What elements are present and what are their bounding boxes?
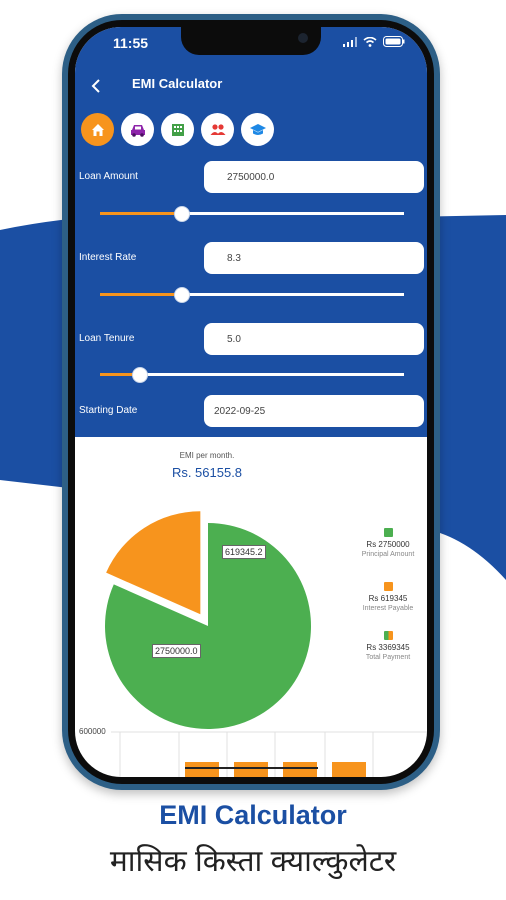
interest-rate-slider-fill — [100, 293, 182, 296]
legend-total-swatch — [383, 631, 393, 640]
camera-icon — [298, 33, 308, 43]
pie-slice-0 — [105, 523, 311, 729]
phone-screen: 11:55 EMI Calculator — [75, 27, 427, 777]
legend-total-value: Rs 3369345 — [366, 643, 410, 652]
battery-icon — [383, 36, 405, 47]
bar-chart-y-tick: 600000 — [79, 727, 106, 736]
legend-principal-swatch — [383, 528, 393, 537]
pie-label-principal: 2750000.0 — [152, 644, 201, 658]
category-education[interactable] — [241, 113, 274, 146]
education-icon — [249, 123, 266, 135]
emi-label: EMI per month. — [179, 451, 235, 460]
legend-total-desc: Total Payment — [365, 654, 411, 661]
category-car[interactable] — [121, 113, 154, 146]
loan-amount-slider-fill — [100, 212, 182, 215]
loan-amount-slider-track[interactable] — [100, 212, 404, 215]
status-time: 11:55 — [113, 35, 149, 51]
loan-tenure-input[interactable]: 5.0 — [204, 323, 424, 355]
page-title: EMI Calculator — [132, 76, 223, 91]
legend-total: Rs 3369345 Total Payment — [358, 631, 418, 661]
loan-amount-slider-thumb[interactable] — [174, 206, 190, 222]
wifi-icon — [363, 36, 377, 47]
loan-tenure-slider-thumb[interactable] — [132, 367, 148, 383]
promo-title: EMI Calculator — [159, 800, 347, 830]
pie-label-interest: 619345.2 — [222, 545, 266, 559]
loan-tenure-label: Loan Tenure — [79, 333, 135, 344]
loan-amount-input[interactable]: 2750000.0 — [204, 161, 424, 193]
legend-interest-desc: Interest Payable — [362, 605, 414, 612]
building-icon — [171, 123, 184, 136]
bar-2 — [234, 762, 268, 777]
bar-4 — [332, 762, 366, 777]
bar-chart: 600000 — [75, 722, 427, 777]
signal-icon — [343, 36, 357, 47]
interest-rate-label: Interest Rate — [79, 252, 137, 263]
car-icon — [130, 124, 145, 137]
legend-interest-value: Rs 619345 — [368, 594, 408, 603]
legend-principal-value: Rs 2750000 — [366, 540, 410, 549]
interest-rate-slider-thumb[interactable] — [174, 287, 190, 303]
bar-1 — [185, 762, 219, 777]
loan-tenure-slider-track[interactable] — [100, 373, 404, 376]
legend-principal: Rs 2750000 Principal Amount — [358, 528, 418, 558]
legend-interest-swatch — [383, 582, 393, 591]
legend-interest: Rs 619345 Interest Payable — [358, 582, 418, 612]
interest-rate-slider-track[interactable] — [100, 293, 404, 296]
status-icons — [343, 36, 405, 47]
back-button[interactable] — [83, 73, 109, 99]
loan-tenure-slider-fill — [100, 373, 140, 376]
promo-subtitle: मासिक किस्ता क्याल्कुलेटर — [109, 845, 397, 878]
loan-category-tabs — [81, 113, 274, 146]
legend-principal-desc: Principal Amount — [361, 551, 415, 558]
bar-chart-grid — [111, 731, 427, 777]
notch — [181, 27, 321, 55]
bar-3 — [283, 762, 317, 777]
users-icon — [210, 123, 225, 135]
home-icon — [91, 123, 104, 136]
category-personal[interactable] — [201, 113, 234, 146]
emi-value: Rs. 56155.8 — [171, 465, 243, 480]
starting-date-input[interactable]: 2022-09-25 — [204, 395, 424, 427]
loan-amount-label: Loan Amount — [79, 171, 138, 182]
starting-date-label: Starting Date — [79, 405, 138, 416]
category-home[interactable] — [81, 113, 114, 146]
category-building[interactable] — [161, 113, 194, 146]
pie-slice-1 — [106, 511, 201, 615]
interest-rate-input[interactable]: 8.3 — [204, 242, 424, 274]
chevron-left-icon — [91, 79, 100, 93]
